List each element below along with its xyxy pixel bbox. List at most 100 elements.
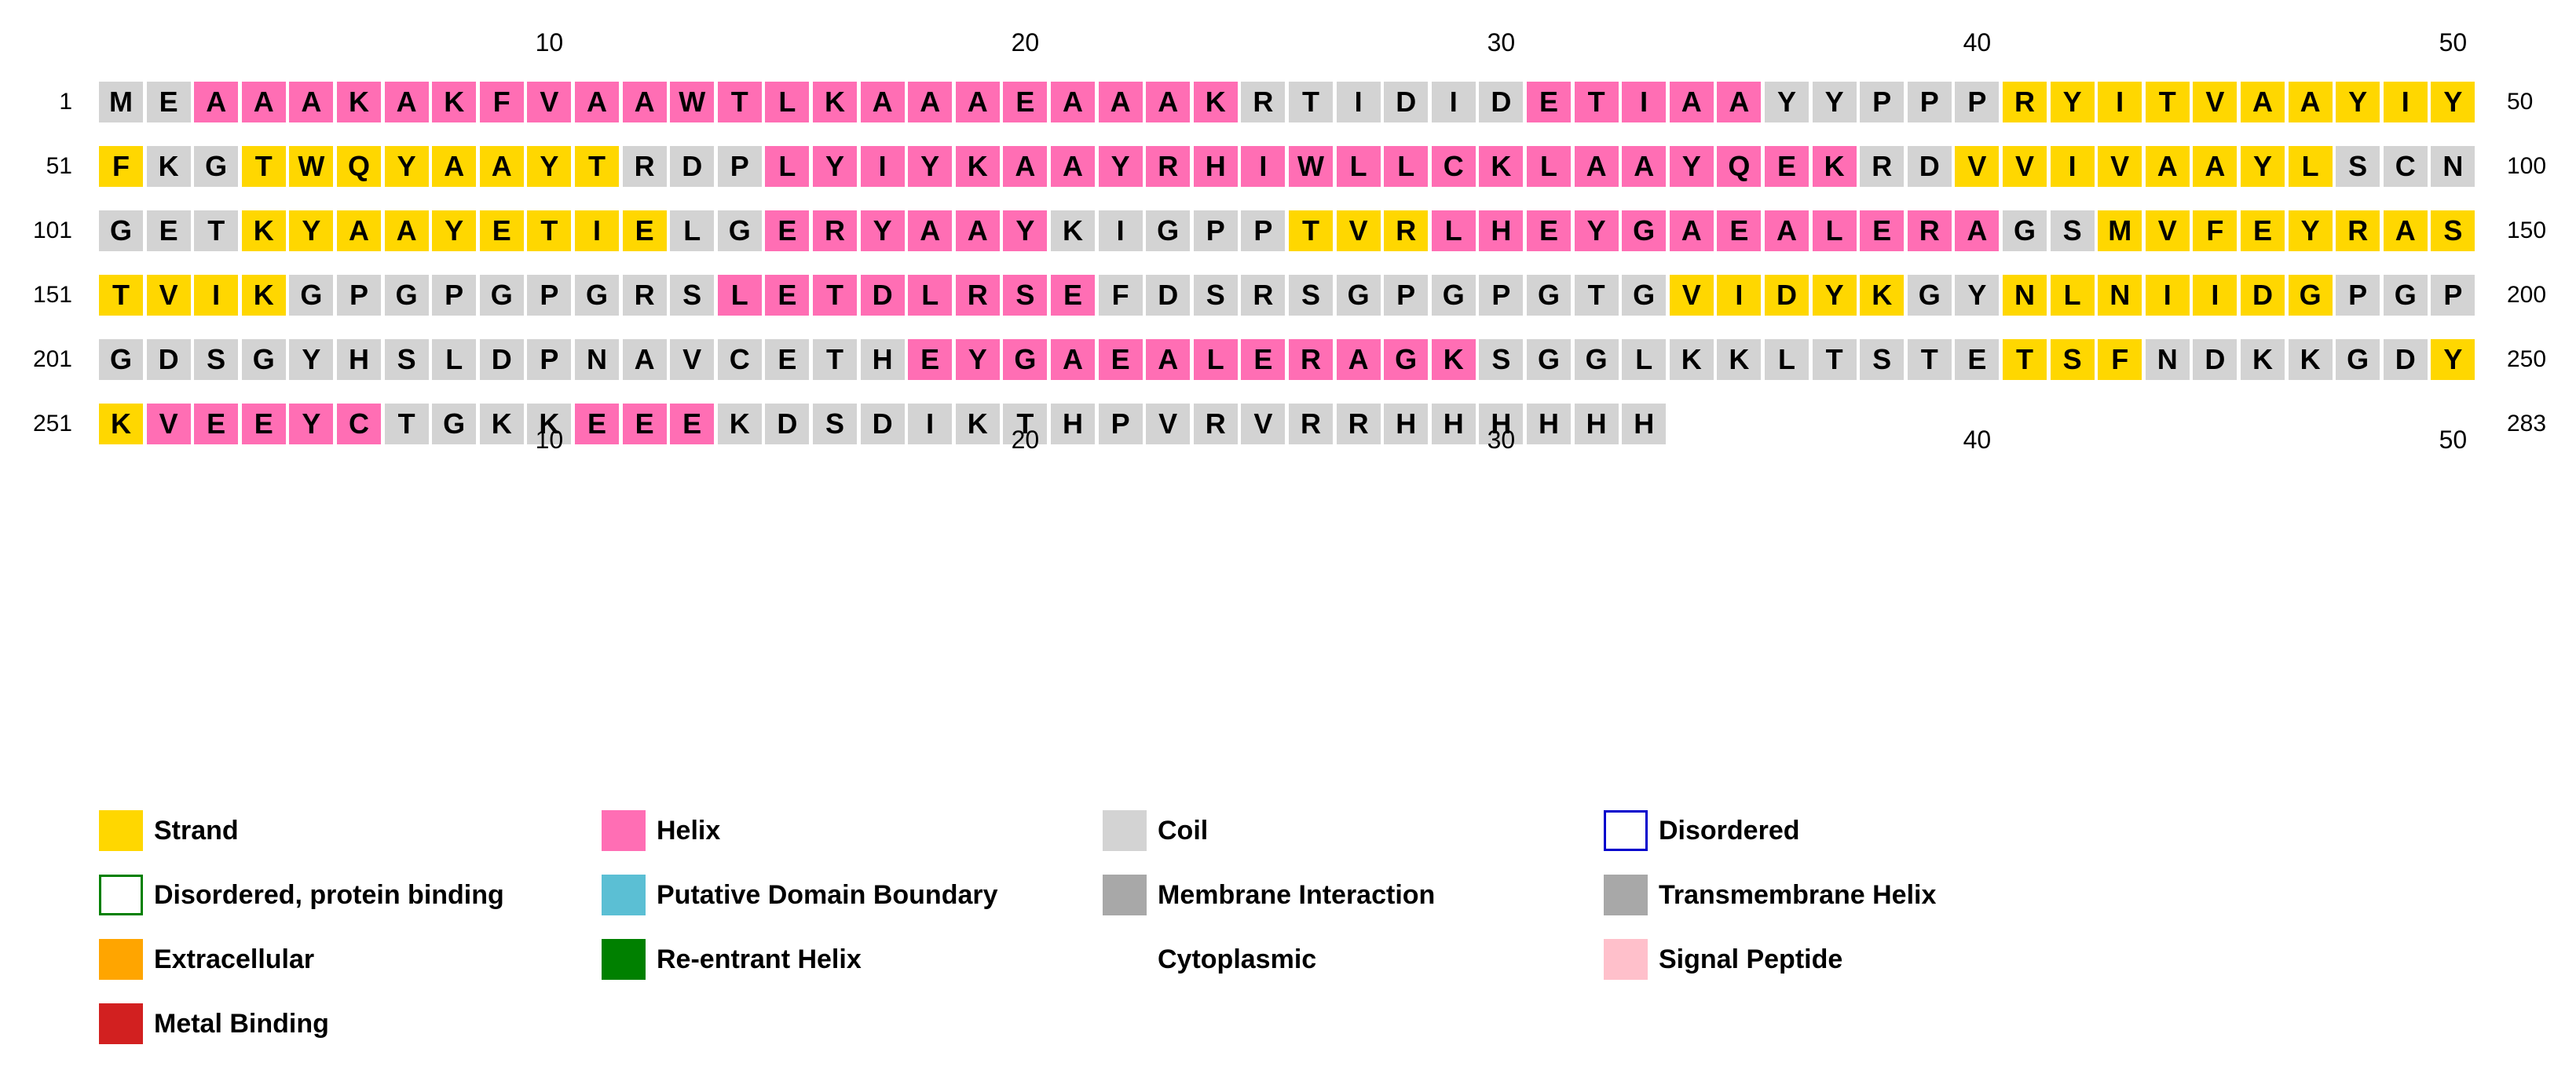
residue-cell: G [1336, 275, 1381, 316]
residue-cell: H [1051, 404, 1095, 444]
residue-cell: L [2050, 275, 2095, 316]
residue-cell: A [2241, 82, 2285, 122]
residue-cell: G [194, 146, 239, 187]
residue-cell: Y [1003, 210, 1048, 251]
residue-cell: V [1146, 404, 1191, 444]
residue-cell: A [337, 210, 381, 251]
residue-cell: E [194, 404, 239, 444]
residue-cell: D [1384, 82, 1429, 122]
residue-cell: H [1193, 146, 1238, 187]
residue-cell: Y [1812, 275, 1857, 316]
residue-cell: K [717, 404, 762, 444]
row-start-number: 151 [32, 282, 72, 308]
row-end-number: 100 [2507, 153, 2547, 179]
residue-cell: L [670, 210, 715, 251]
residue-cell: P [1241, 210, 1286, 251]
residue-cell: K [2288, 339, 2333, 380]
residue-cell: M [2098, 210, 2142, 251]
ruler-tick-bottom: 30 [1487, 426, 1516, 454]
residue-cell: P [1907, 82, 1952, 122]
row-start-number: 251 [32, 411, 72, 437]
residue-cell: D [765, 404, 810, 444]
row-end-number: 150 [2507, 217, 2547, 243]
residue-cell: P [1098, 404, 1143, 444]
residue-cell: R [2336, 210, 2380, 251]
ruler-tick-top: 10 [535, 28, 564, 57]
residue-cell: A [908, 210, 953, 251]
residue-cell: R [955, 275, 1000, 316]
residue-cell: A [1669, 82, 1714, 122]
residue-cell: A [2145, 146, 2190, 187]
residue-cell: P [527, 339, 572, 380]
residue-cell: K [1431, 339, 1476, 380]
residue-cell: Y [2241, 146, 2285, 187]
residue-cell: E [1717, 210, 1762, 251]
residue-cell: P [432, 275, 477, 316]
residue-cell: G [241, 339, 286, 380]
legend-swatch [1604, 810, 1648, 851]
residue-cell: V [2193, 82, 2238, 122]
residue-cell: G [1527, 339, 1571, 380]
residue-cell: T [1289, 82, 1333, 122]
legend-label: Transmembrane Helix [1659, 880, 1937, 910]
residue-cell: R [622, 275, 667, 316]
residue-cell: S [1193, 275, 1238, 316]
residue-cell: K [955, 404, 1000, 444]
residue-cell: S [384, 339, 429, 380]
residue-cell: I [1717, 275, 1762, 316]
row-end-number: 250 [2507, 346, 2547, 372]
residue-cell: I [1336, 82, 1381, 122]
residue-cell: V [2003, 146, 2047, 187]
legend-label: Disordered [1659, 816, 1800, 846]
legend-label: Helix [657, 816, 721, 846]
residue-cell: I [1431, 82, 1476, 122]
residue-cell: P [2431, 275, 2475, 316]
residue-cell: S [2050, 339, 2095, 380]
sequence-row: 251 K V E E Y C T G K K E E E K D S D I K T H P V R V R R H H H H H H 283 [0, 404, 2576, 444]
residue-cell: S [2431, 210, 2475, 251]
residue-cell: A [860, 82, 905, 122]
residue-cell: E [622, 210, 667, 251]
residue-cell: E [1098, 339, 1143, 380]
residue-cell: G [1003, 339, 1048, 380]
residue-cell: T [194, 210, 239, 251]
legend-label: Cytoplasmic [1158, 944, 1317, 974]
position-ruler-top: 10 20 30 40 50 [0, 27, 2576, 58]
residue-cell: H [1479, 210, 1524, 251]
residue-cell: L [1622, 339, 1667, 380]
row-start-number: 101 [32, 217, 72, 243]
ruler-tick-bottom: 20 [1011, 426, 1040, 454]
legend-swatch [602, 939, 646, 980]
residue-cell: A [1717, 82, 1762, 122]
residue-cell: Y [813, 146, 857, 187]
residue-cell: S [1860, 339, 1905, 380]
legend-swatch [1103, 810, 1147, 851]
residue-cell: A [432, 146, 477, 187]
residue-cell: E [146, 82, 191, 122]
legend-label: Extracellular [154, 944, 315, 974]
residue-cell: R [1241, 82, 1286, 122]
residue-cell: L [908, 275, 953, 316]
residue-cell: K [241, 210, 286, 251]
residue-cell: A [1146, 82, 1191, 122]
residue-cell: K [813, 82, 857, 122]
residue-cell: V [1241, 404, 1286, 444]
residue-cell: E [670, 404, 715, 444]
residue-cell: N [2003, 275, 2047, 316]
residue-cell: H [860, 339, 905, 380]
residue-cell: P [337, 275, 381, 316]
residue-cell: G [575, 275, 619, 316]
residue-cell: K [1812, 146, 1857, 187]
residue-cell: A [1955, 210, 2000, 251]
residue-cell: V [2098, 146, 2142, 187]
residue-cell: A [908, 82, 953, 122]
residue-cell: S [670, 275, 715, 316]
residue-cell: T [1289, 210, 1333, 251]
row-start-number: 51 [46, 153, 72, 179]
residue-cell: R [1384, 210, 1429, 251]
residue-cell: A [1051, 339, 1095, 380]
residue-cell: I [2050, 146, 2095, 187]
residue-cell: F [1098, 275, 1143, 316]
residue-cell: D [1907, 146, 1952, 187]
residue-cell: E [765, 275, 810, 316]
